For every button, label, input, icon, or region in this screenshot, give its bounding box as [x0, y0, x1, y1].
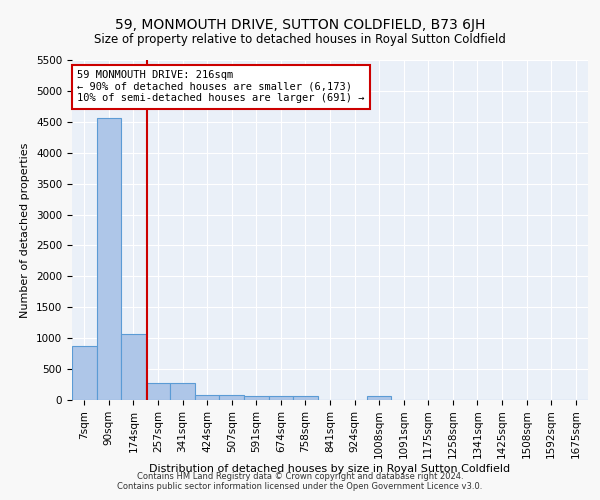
Text: 59, MONMOUTH DRIVE, SUTTON COLDFIELD, B73 6JH: 59, MONMOUTH DRIVE, SUTTON COLDFIELD, B7…	[115, 18, 485, 32]
Bar	[269, 396, 293, 400]
Bar	[72, 346, 97, 400]
Y-axis label: Number of detached properties: Number of detached properties	[20, 142, 31, 318]
Bar	[367, 396, 391, 400]
Bar	[293, 396, 318, 400]
Bar	[220, 395, 244, 400]
Text: Contains HM Land Registry data © Crown copyright and database right 2024.
Contai: Contains HM Land Registry data © Crown c…	[118, 472, 482, 491]
Bar	[170, 384, 195, 400]
Bar	[244, 396, 269, 400]
X-axis label: Distribution of detached houses by size in Royal Sutton Coldfield: Distribution of detached houses by size …	[149, 464, 511, 474]
Text: Size of property relative to detached houses in Royal Sutton Coldfield: Size of property relative to detached ho…	[94, 32, 506, 46]
Bar	[146, 384, 170, 400]
Bar	[121, 334, 146, 400]
Bar	[97, 118, 121, 400]
Bar	[195, 394, 220, 400]
Text: 59 MONMOUTH DRIVE: 216sqm
← 90% of detached houses are smaller (6,173)
10% of se: 59 MONMOUTH DRIVE: 216sqm ← 90% of detac…	[77, 70, 365, 103]
